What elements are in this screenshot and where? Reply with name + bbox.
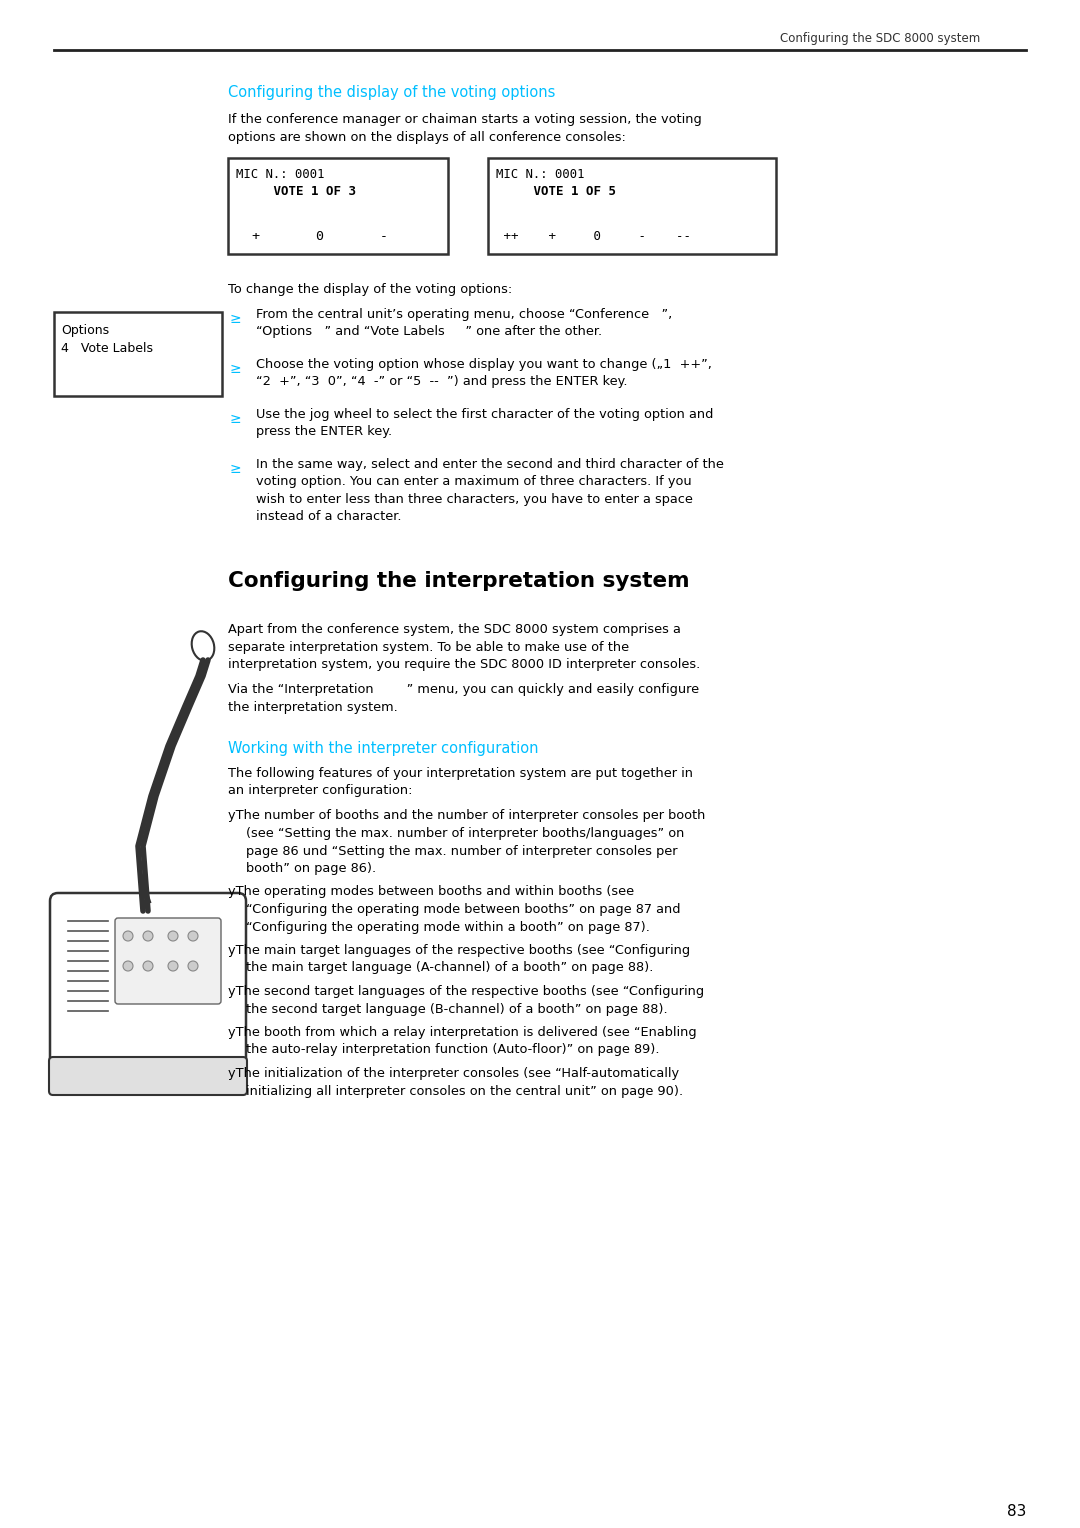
- Text: 4   Vote Labels: 4 Vote Labels: [60, 342, 153, 354]
- Text: the main target language (A-channel) of a booth” on page 88).: the main target language (A-channel) of …: [246, 961, 653, 975]
- Circle shape: [168, 931, 178, 941]
- FancyBboxPatch shape: [50, 892, 246, 1070]
- Text: page 86 und “Setting the max. number of interpreter consoles per: page 86 und “Setting the max. number of …: [246, 845, 677, 857]
- Text: yThe operating modes between booths and within booths (see: yThe operating modes between booths and …: [228, 886, 634, 898]
- Text: yThe booth from which a relay interpretation is delivered (see “Enabling: yThe booth from which a relay interpreta…: [228, 1025, 697, 1039]
- Text: the auto-relay interpretation function (Auto-floor)” on page 89).: the auto-relay interpretation function (…: [246, 1044, 660, 1056]
- Text: press the ENTER key.: press the ENTER key.: [256, 425, 392, 439]
- Text: Configuring the interpretation system: Configuring the interpretation system: [228, 571, 690, 591]
- Text: Choose the voting option whose display you want to change („1  ++”,: Choose the voting option whose display y…: [256, 358, 712, 371]
- Circle shape: [123, 931, 133, 941]
- Text: MIC N.: 0001: MIC N.: 0001: [237, 168, 324, 180]
- Text: +       0       -: + 0 -: [237, 231, 388, 243]
- Text: Via the “Interpretation        ” menu, you can quickly and easily configure: Via the “Interpretation ” menu, you can …: [228, 683, 699, 697]
- Circle shape: [143, 961, 153, 970]
- Circle shape: [168, 961, 178, 970]
- Text: ≥: ≥: [230, 461, 242, 477]
- Text: initializing all interpreter consoles on the central unit” on page 90).: initializing all interpreter consoles on…: [246, 1085, 684, 1097]
- Text: ++    +     0     -    --: ++ + 0 - --: [496, 231, 691, 243]
- Text: Configuring the SDC 8000 system: Configuring the SDC 8000 system: [780, 32, 981, 44]
- Circle shape: [188, 961, 198, 970]
- Circle shape: [123, 961, 133, 970]
- Text: In the same way, select and enter the second and third character of the: In the same way, select and enter the se…: [256, 458, 724, 471]
- Text: The following features of your interpretation system are put together in: The following features of your interpret…: [228, 767, 693, 779]
- Text: To change the display of the voting options:: To change the display of the voting opti…: [228, 283, 512, 296]
- Text: Working with the interpreter configuration: Working with the interpreter configurati…: [228, 741, 539, 755]
- Text: the interpretation system.: the interpretation system.: [228, 701, 397, 714]
- Text: wish to enter less than three characters, you have to enter a space: wish to enter less than three characters…: [256, 494, 693, 506]
- Text: “Configuring the operating mode between booths” on page 87 and: “Configuring the operating mode between …: [246, 903, 680, 915]
- Text: booth” on page 86).: booth” on page 86).: [246, 862, 376, 876]
- Text: ≥: ≥: [230, 362, 242, 376]
- FancyBboxPatch shape: [488, 157, 777, 254]
- Text: Configuring the display of the voting options: Configuring the display of the voting op…: [228, 86, 555, 99]
- Text: “Configuring the operating mode within a booth” on page 87).: “Configuring the operating mode within a…: [246, 920, 650, 934]
- Text: Apart from the conference system, the SDC 8000 system comprises a: Apart from the conference system, the SD…: [228, 623, 680, 636]
- FancyBboxPatch shape: [54, 312, 222, 396]
- Text: Use the jog wheel to select the first character of the voting option and: Use the jog wheel to select the first ch…: [256, 408, 714, 422]
- Text: an interpreter configuration:: an interpreter configuration:: [228, 784, 413, 798]
- FancyBboxPatch shape: [228, 157, 448, 254]
- Text: yThe initialization of the interpreter consoles (see “Half-automatically: yThe initialization of the interpreter c…: [228, 1067, 679, 1080]
- Text: the second target language (B-channel) of a booth” on page 88).: the second target language (B-channel) o…: [246, 1002, 667, 1016]
- Text: VOTE 1 OF 5: VOTE 1 OF 5: [496, 185, 616, 199]
- Text: “2  +”, “3  0”, “4  -” or “5  --  ”) and press the ENTER key.: “2 +”, “3 0”, “4 -” or “5 -- ”) and pres…: [256, 376, 627, 388]
- Text: ≥: ≥: [230, 312, 242, 325]
- Text: “Options   ” and “Vote Labels     ” one after the other.: “Options ” and “Vote Labels ” one after …: [256, 325, 603, 339]
- Text: VOTE 1 OF 3: VOTE 1 OF 3: [237, 185, 356, 199]
- Text: MIC N.: 0001: MIC N.: 0001: [496, 168, 584, 180]
- Text: options are shown on the displays of all conference consoles:: options are shown on the displays of all…: [228, 130, 626, 144]
- Text: 83: 83: [1007, 1504, 1026, 1519]
- Text: If the conference manager or chaiman starts a voting session, the voting: If the conference manager or chaiman sta…: [228, 113, 702, 125]
- FancyBboxPatch shape: [114, 918, 221, 1004]
- Text: ≥: ≥: [230, 413, 242, 426]
- Text: interpretation system, you require the SDC 8000 ID interpreter consoles.: interpretation system, you require the S…: [228, 659, 700, 671]
- FancyBboxPatch shape: [49, 1057, 247, 1096]
- Text: From the central unit’s operating menu, choose “Conference   ”,: From the central unit’s operating menu, …: [256, 309, 672, 321]
- Text: separate interpretation system. To be able to make use of the: separate interpretation system. To be ab…: [228, 640, 630, 654]
- Text: yThe second target languages of the respective booths (see “Configuring: yThe second target languages of the resp…: [228, 986, 704, 998]
- Text: yThe main target languages of the respective booths (see “Configuring: yThe main target languages of the respec…: [228, 944, 690, 957]
- Circle shape: [143, 931, 153, 941]
- Text: instead of a character.: instead of a character.: [256, 510, 402, 524]
- Text: (see “Setting the max. number of interpreter booths/languages” on: (see “Setting the max. number of interpr…: [246, 827, 685, 840]
- Circle shape: [188, 931, 198, 941]
- Text: voting option. You can enter a maximum of three characters. If you: voting option. You can enter a maximum o…: [256, 475, 691, 489]
- Text: Options: Options: [60, 324, 109, 338]
- Text: yThe number of booths and the number of interpreter consoles per booth: yThe number of booths and the number of …: [228, 810, 705, 822]
